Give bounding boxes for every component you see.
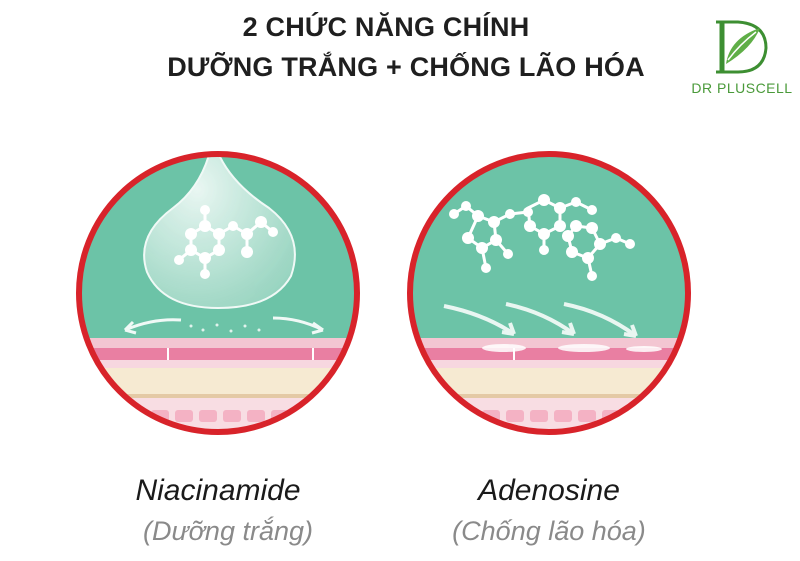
brand-name: DR PLUSCELL bbox=[691, 80, 793, 96]
page-title-line-1: 2 CHỨC NĂNG CHÍNH bbox=[242, 12, 530, 42]
ingredient-function-adenosine: (Chống lão hóa) bbox=[452, 516, 646, 546]
ingredient-name-niacinamide: Niacinamide bbox=[135, 474, 301, 507]
ingredient-function-niacinamide: (Dưỡng trắng) bbox=[143, 516, 313, 546]
leaf-d-logo-icon bbox=[716, 20, 768, 74]
page-title-line-2: DƯỠNG TRẮNG + CHỐNG LÃO HÓA bbox=[167, 52, 645, 82]
adenosine-illustration bbox=[404, 148, 694, 438]
niacinamide-illustration bbox=[73, 148, 363, 438]
ingredient-name-adenosine: Adenosine bbox=[478, 474, 620, 507]
brand-logo: DR PLUSCELL bbox=[690, 14, 794, 104]
